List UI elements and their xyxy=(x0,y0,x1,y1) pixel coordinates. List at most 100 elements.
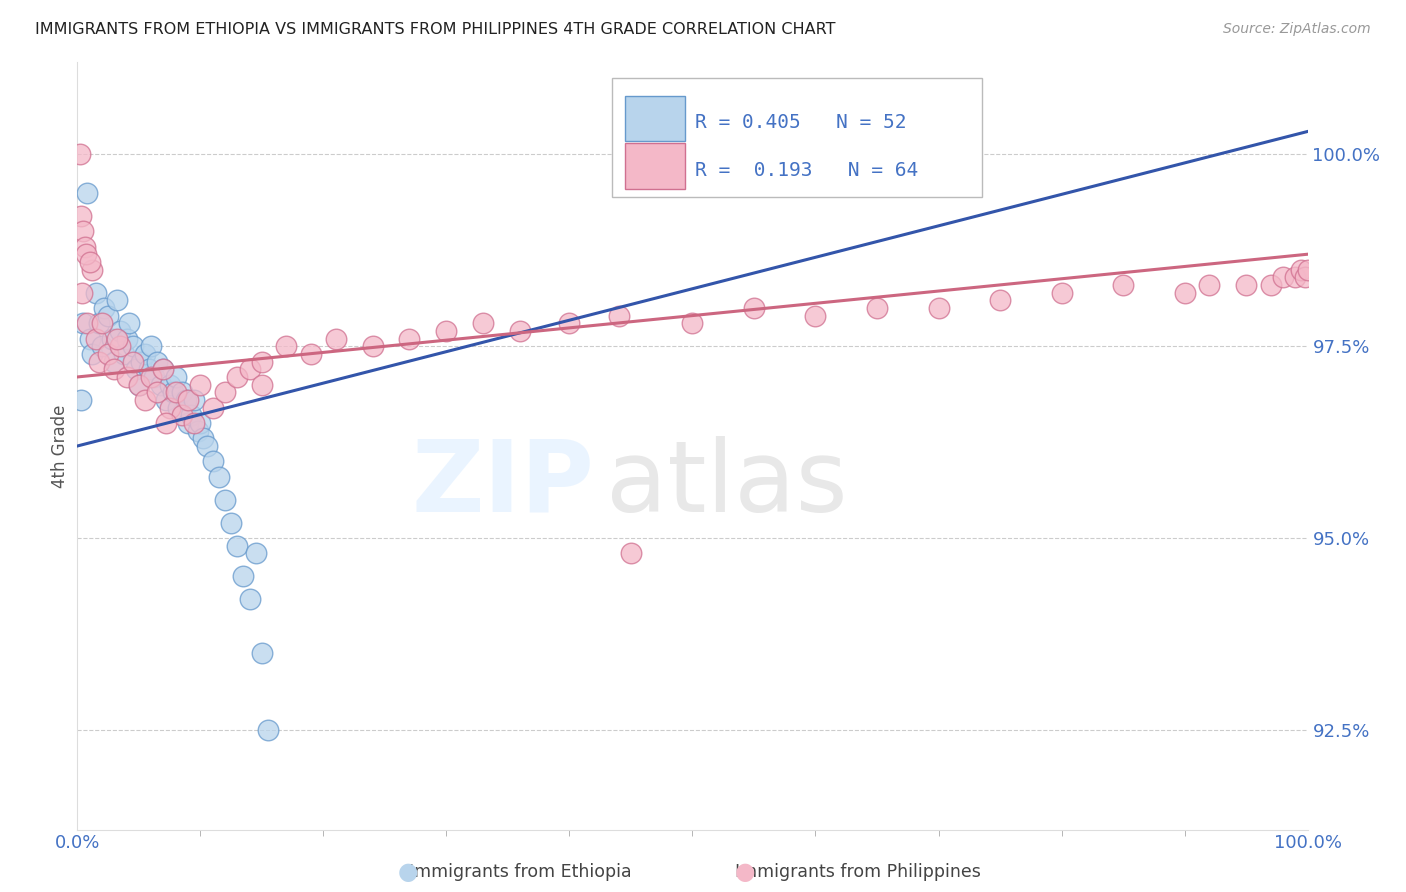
Point xyxy=(245,546,267,560)
Point xyxy=(1198,277,1220,292)
Text: R =  0.193   N = 64: R = 0.193 N = 64 xyxy=(695,161,918,180)
Point xyxy=(1112,277,1135,292)
Point xyxy=(1260,277,1282,292)
Text: Source: ZipAtlas.com: Source: ZipAtlas.com xyxy=(1223,22,1371,37)
Point xyxy=(361,339,384,353)
Point xyxy=(134,392,156,407)
Point xyxy=(70,285,93,300)
Point xyxy=(162,385,184,400)
Point xyxy=(188,416,212,430)
Point xyxy=(232,569,254,583)
Point xyxy=(1272,270,1295,285)
Point xyxy=(103,362,125,376)
Point xyxy=(90,316,114,330)
Point xyxy=(170,409,193,423)
Point xyxy=(152,362,174,376)
Point xyxy=(195,439,218,453)
Point xyxy=(155,416,177,430)
Point xyxy=(134,347,156,361)
Point xyxy=(115,370,138,384)
Point xyxy=(208,469,231,483)
Point xyxy=(73,239,96,253)
Point xyxy=(226,539,249,553)
Point xyxy=(72,316,94,330)
Point xyxy=(82,262,104,277)
Point xyxy=(128,377,150,392)
Point xyxy=(75,247,97,261)
Point xyxy=(105,332,128,346)
Point xyxy=(72,224,94,238)
Point xyxy=(174,392,197,407)
Point xyxy=(118,316,141,330)
Point xyxy=(1284,270,1306,285)
Point xyxy=(177,392,200,407)
Point xyxy=(257,723,280,737)
Point xyxy=(682,316,704,330)
Point xyxy=(170,385,193,400)
FancyBboxPatch shape xyxy=(624,144,685,189)
Text: ZIP: ZIP xyxy=(411,436,595,533)
Point xyxy=(69,147,91,161)
Point xyxy=(165,385,187,400)
Point xyxy=(103,354,125,368)
Text: ●: ● xyxy=(398,861,418,884)
Point xyxy=(1294,270,1316,285)
Text: IMMIGRANTS FROM ETHIOPIA VS IMMIGRANTS FROM PHILIPPINES 4TH GRADE CORRELATION CH: IMMIGRANTS FROM ETHIOPIA VS IMMIGRANTS F… xyxy=(35,22,835,37)
Point xyxy=(201,454,224,468)
Point xyxy=(97,347,120,361)
Point xyxy=(155,392,177,407)
Text: Immigrants from Ethiopia: Immigrants from Ethiopia xyxy=(409,863,631,881)
Text: Immigrants from Philippines: Immigrants from Philippines xyxy=(735,863,980,881)
Point xyxy=(509,324,531,338)
Point xyxy=(146,354,169,368)
Point xyxy=(239,592,262,607)
Point xyxy=(250,377,273,392)
Point xyxy=(607,309,630,323)
Point xyxy=(201,401,224,415)
Point xyxy=(183,392,205,407)
Point xyxy=(250,646,273,660)
Point xyxy=(121,339,143,353)
Point xyxy=(214,492,236,507)
Point xyxy=(436,324,458,338)
Point xyxy=(79,255,101,269)
Point xyxy=(187,424,209,438)
Point xyxy=(276,339,298,353)
Point xyxy=(146,385,169,400)
Point xyxy=(472,316,495,330)
Point xyxy=(866,301,889,315)
Point xyxy=(180,409,202,423)
Point xyxy=(250,354,273,368)
Point xyxy=(1234,277,1257,292)
Point xyxy=(101,332,124,346)
Text: atlas: atlas xyxy=(606,436,848,533)
Point xyxy=(82,347,104,361)
Point xyxy=(742,301,765,315)
Point xyxy=(150,377,173,392)
Point xyxy=(804,309,827,323)
Point xyxy=(90,339,114,353)
Point xyxy=(226,370,249,384)
Point xyxy=(129,354,153,368)
Point xyxy=(115,332,138,346)
Point xyxy=(928,301,950,315)
Point xyxy=(142,370,165,384)
FancyBboxPatch shape xyxy=(613,78,981,197)
Point xyxy=(89,316,111,330)
Point xyxy=(112,347,135,361)
Point xyxy=(177,416,200,430)
Point xyxy=(97,309,120,323)
Point xyxy=(76,316,98,330)
Point xyxy=(84,285,107,300)
Point xyxy=(105,293,128,308)
Point xyxy=(191,431,214,445)
Point xyxy=(398,332,420,346)
Point xyxy=(159,401,181,415)
FancyBboxPatch shape xyxy=(624,95,685,141)
Point xyxy=(1296,262,1319,277)
Point xyxy=(239,362,262,376)
Y-axis label: 4th Grade: 4th Grade xyxy=(51,404,69,488)
Text: R = 0.405   N = 52: R = 0.405 N = 52 xyxy=(695,113,907,133)
Point xyxy=(70,392,93,407)
Point xyxy=(183,416,205,430)
